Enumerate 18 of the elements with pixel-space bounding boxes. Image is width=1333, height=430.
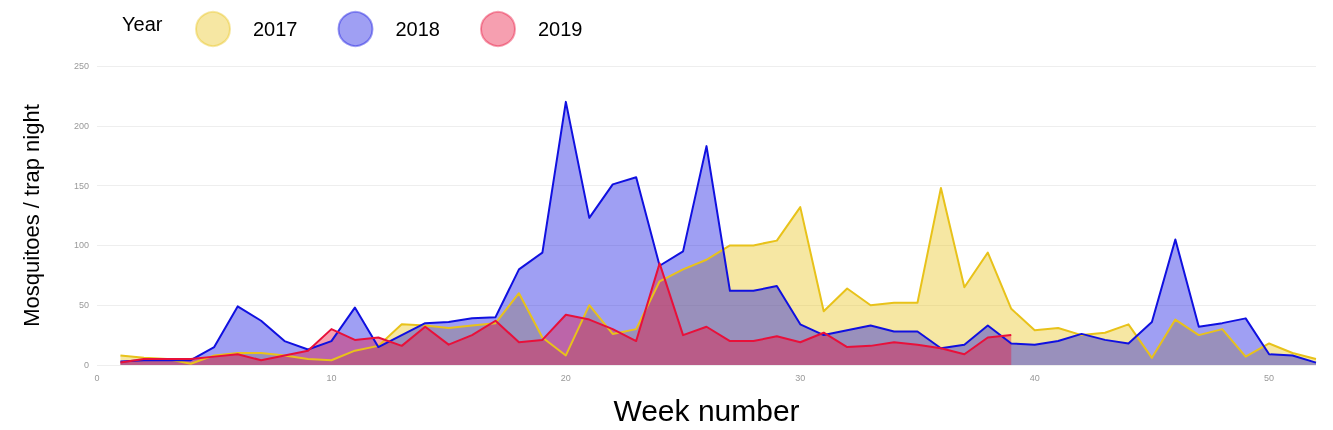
y-axis-title: Mosquitoes / trap night bbox=[18, 104, 44, 327]
x-tick-label: 50 bbox=[1264, 372, 1275, 383]
y-tick-label: 150 bbox=[73, 180, 89, 191]
x-tick-label: 10 bbox=[326, 372, 337, 383]
x-tick-label: 30 bbox=[795, 372, 806, 383]
x-axis-title: Week number bbox=[613, 393, 800, 427]
legend-title: Year bbox=[122, 13, 163, 35]
legend-label: 2017 bbox=[253, 18, 298, 40]
y-tick-label: 250 bbox=[73, 61, 89, 71]
legend-label: 2018 bbox=[395, 18, 440, 40]
x-tick-label: 40 bbox=[1029, 372, 1040, 383]
x-tick-label: 0 bbox=[94, 372, 100, 383]
y-tick-label: 0 bbox=[83, 360, 89, 370]
y-tick-label: 200 bbox=[73, 120, 89, 131]
y-tick-label: 50 bbox=[78, 300, 89, 311]
legend-label: 2019 bbox=[537, 18, 583, 40]
y-tick-label: 100 bbox=[73, 240, 89, 251]
x-tick-label: 20 bbox=[560, 372, 571, 383]
